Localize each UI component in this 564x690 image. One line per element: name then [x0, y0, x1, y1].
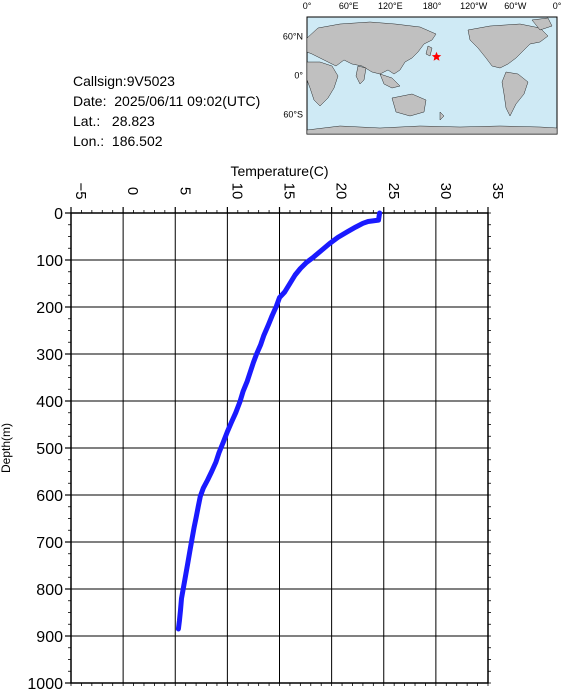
land-india — [355, 65, 367, 85]
y-tick-label: 400 — [36, 394, 63, 411]
land-nz — [439, 111, 445, 121]
land-eurasia — [306, 21, 437, 75]
y-tick-label: 800 — [36, 582, 63, 599]
map-lon-label: 120°W — [460, 1, 488, 11]
land-antarctica — [306, 125, 558, 135]
x-tick-label: 0 — [124, 187, 141, 195]
x-tick-label: 25 — [385, 183, 402, 200]
location-star-icon — [431, 51, 442, 61]
map-lon-label: 120°E — [378, 1, 403, 11]
latitude: Lat.: 28.823 — [73, 113, 155, 129]
profile-info: Callsign:9V5023 Date: 2025/06/11 09:02(U… — [73, 71, 260, 151]
map-lon-label: 60°E — [339, 1, 359, 11]
plot-frame — [70, 212, 489, 684]
callsign: Callsign:9V5023 — [73, 73, 175, 89]
map-lat-label: 60°N — [283, 32, 303, 42]
y-tick-label: 500 — [36, 441, 63, 458]
x-tick-label: 5 — [176, 187, 193, 195]
map-lat-label: 60°S — [283, 110, 303, 120]
map-lon-label: 0° — [303, 1, 312, 11]
map-lat-label: 0° — [294, 71, 303, 81]
land-japan — [425, 45, 433, 57]
longitude: Lon.: 186.502 — [73, 133, 163, 149]
land-north-america — [467, 23, 549, 69]
date: Date: 2025/06/11 09:02(UTC) — [73, 93, 261, 109]
y-tick-label: 1000 — [27, 676, 63, 690]
x-tick-label: 15 — [281, 183, 298, 200]
map-lon-label: 0° — [553, 1, 562, 11]
x-tick-label: 10 — [228, 183, 245, 200]
y-tick-labels: 0 100 200 300 400 500 600 700 800 900 1000 — [27, 206, 63, 690]
y-tick-label: 300 — [36, 347, 63, 364]
land-greenland — [531, 17, 553, 31]
map-lon-labels: 0° 60°E 120°E 180° 120°W 60°W 0° — [303, 1, 562, 11]
location-map: 0° 60°E 120°E 180° 120°W 60°W 0° 60°N 0° 60°S — [283, 1, 562, 135]
y-tick-label: 100 — [36, 253, 63, 270]
location-marker-icon — [431, 51, 442, 61]
map-lat-labels: 60°N 0° 60°S — [283, 32, 304, 120]
temperature-profile-line — [175, 210, 383, 632]
y-tick-label: 700 — [36, 535, 63, 552]
y-axis-label: Depth(m) — [0, 423, 13, 473]
land-seasia — [379, 73, 401, 89]
x-tick-label: −5 — [72, 182, 89, 199]
y-tick-label: 900 — [36, 629, 63, 646]
y-tick-label: 200 — [36, 300, 63, 317]
y-tick-label: 0 — [54, 206, 63, 223]
land-africa — [306, 61, 339, 107]
map-lon-label: 180° — [423, 1, 442, 11]
land-australia — [391, 93, 427, 117]
chart-grid — [65, 207, 491, 686]
x-tick-label: 20 — [333, 183, 350, 200]
x-tick-label: 30 — [437, 183, 454, 200]
x-tick-labels: −5 0 5 10 15 20 25 30 35 — [72, 182, 506, 199]
x-axis-label: Temperature(C) — [230, 163, 328, 179]
x-tick-label: 35 — [489, 183, 506, 200]
map-lon-label: 60°W — [504, 1, 527, 11]
map-land — [306, 17, 558, 135]
land-south-america — [501, 71, 529, 117]
y-tick-label: 600 — [36, 488, 63, 505]
